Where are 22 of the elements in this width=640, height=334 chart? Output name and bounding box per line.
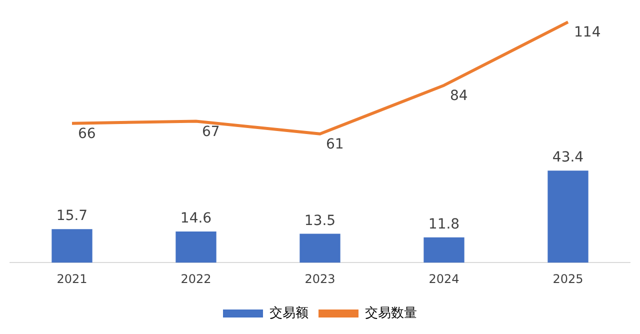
x-tick-label: 2023	[304, 272, 336, 286]
data-label: 67	[202, 124, 220, 140]
bar	[300, 234, 340, 263]
data-label: 13.5	[304, 212, 336, 229]
x-tick-label: 2022	[180, 272, 212, 286]
legend-label: 交易数量	[365, 304, 417, 321]
x-tick-label: 2025	[552, 272, 584, 286]
bar	[424, 237, 464, 263]
bar	[52, 229, 92, 263]
bar	[548, 170, 588, 263]
data-label: 11.8	[428, 216, 460, 232]
data-label: 43.4	[552, 150, 584, 166]
legend-label: 交易额	[270, 304, 308, 321]
data-label: 84	[450, 88, 468, 104]
data-label: 61	[326, 136, 344, 153]
x-tick-label: 2024	[428, 272, 460, 286]
data-label: 15.7	[56, 208, 88, 224]
data-label: 114	[574, 24, 601, 41]
x-tick-label: 2021	[56, 272, 88, 286]
data-label: 14.6	[180, 210, 212, 226]
bar	[176, 231, 216, 263]
data-label: 66	[78, 126, 96, 142]
